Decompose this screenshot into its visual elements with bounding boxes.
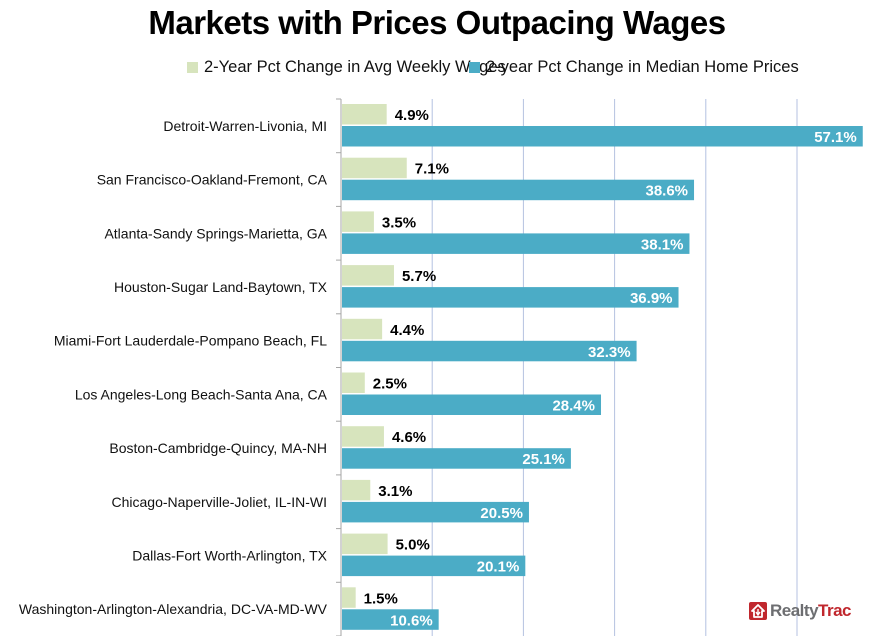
category-label: Los Angeles-Long Beach-Santa Ana, CA [75, 386, 328, 402]
category-labels: Detroit-Warren-Livonia, MI San Francisco-… [19, 118, 328, 617]
category-label: Atlanta-Sandy Springs-Marietta, GA [104, 225, 327, 241]
category-label: Houston-Sugar Land-Baytown, TX [114, 279, 328, 295]
legend: 2-Year Pct Change in Avg Weekly Wages 2-… [0, 58, 874, 82]
legend-item-prices: 2-year Pct Change in Median Home Prices [469, 58, 799, 77]
bar-prices [342, 179, 695, 201]
bar-prices [342, 394, 602, 415]
gridlines [431, 99, 798, 636]
category-label: Miami-Fort Lauderdale-Pompano Beach, FL [54, 333, 327, 349]
bar-wages [342, 479, 371, 501]
value-label-wages: 3.1% [378, 483, 412, 500]
value-label-wages: 4.6% [392, 429, 426, 446]
chart-title: Markets with Prices Outpacing Wages [148, 4, 726, 41]
legend-swatch-wages [187, 62, 198, 73]
value-label-wages: 5.7% [402, 268, 436, 285]
value-label-wages: 1.5% [364, 590, 398, 607]
value-label-wages: 4.4% [390, 322, 424, 339]
category-label: Dallas-Fort Worth-Arlington, TX [132, 547, 327, 563]
bar-prices [342, 609, 439, 630]
logo-text-trac: Trac [818, 601, 852, 620]
legend-swatch-prices [469, 62, 480, 73]
value-label-wages: 4.9% [395, 107, 429, 124]
value-labels: 4.9% 57.1% 7.1% 38.6% 3.5% 38.1% 5.7% 36.9% 4.4%… [364, 107, 857, 629]
value-label-prices: 57.1% [814, 129, 857, 146]
value-label-wages: 3.5% [382, 214, 416, 231]
value-label-wages: 2.5% [373, 376, 407, 393]
bar-wages [342, 426, 384, 447]
legend-label-prices: 2-year Pct Change in Median Home Prices [486, 58, 799, 76]
category-label: Detroit-Warren-Livonia, MI [163, 118, 327, 134]
value-label-prices: 20.1% [477, 559, 520, 576]
bar-prices [342, 126, 863, 147]
bar-wages [342, 265, 394, 286]
bar-wages [342, 587, 356, 608]
bar-wages [342, 104, 387, 125]
legend-label-wages: 2-Year Pct Change in Avg Weekly Wages [204, 58, 506, 76]
value-label-prices: 38.6% [645, 183, 688, 200]
value-label-wages: 5.0% [396, 537, 430, 554]
value-label-prices: 10.6% [390, 612, 433, 629]
bar-prices [342, 340, 637, 362]
category-label: San Francisco-Oakland-Fremont, CA [97, 172, 328, 188]
bar-wages [342, 318, 383, 340]
category-label: Washington-Arlington-Alexandria, DC-VA-M… [19, 601, 328, 617]
bar-prices [342, 501, 529, 523]
value-label-prices: 20.5% [480, 505, 523, 522]
category-label: Chicago-Naperville-Joliet, IL-IN-WI [111, 494, 327, 510]
value-label-prices: 25.1% [522, 451, 565, 468]
category-label: Boston-Cambridge-Quincy, MA-NH [109, 440, 327, 456]
bars [342, 104, 863, 630]
value-label-prices: 28.4% [552, 398, 595, 415]
value-label-prices: 32.3% [588, 344, 631, 361]
value-label-prices: 38.1% [641, 236, 684, 253]
bar-prices [342, 555, 526, 577]
bar-wages [342, 372, 365, 393]
bar-wages [342, 533, 388, 555]
bar-prices [342, 448, 571, 469]
y-axis [336, 98, 342, 636]
bar-prices [342, 233, 690, 254]
bar-wages [342, 211, 374, 232]
bar-prices [342, 287, 679, 308]
bar-wages [342, 157, 407, 179]
house-icon [749, 602, 767, 620]
value-label-wages: 7.1% [415, 161, 449, 178]
legend-item-wages: 2-Year Pct Change in Avg Weekly Wages [187, 58, 506, 77]
value-label-prices: 36.9% [630, 290, 673, 307]
logo-text: RealtyTrac [770, 601, 852, 621]
logo-text-realty: Realty [770, 601, 819, 620]
realtytrac-logo: RealtyTrac [749, 601, 852, 621]
